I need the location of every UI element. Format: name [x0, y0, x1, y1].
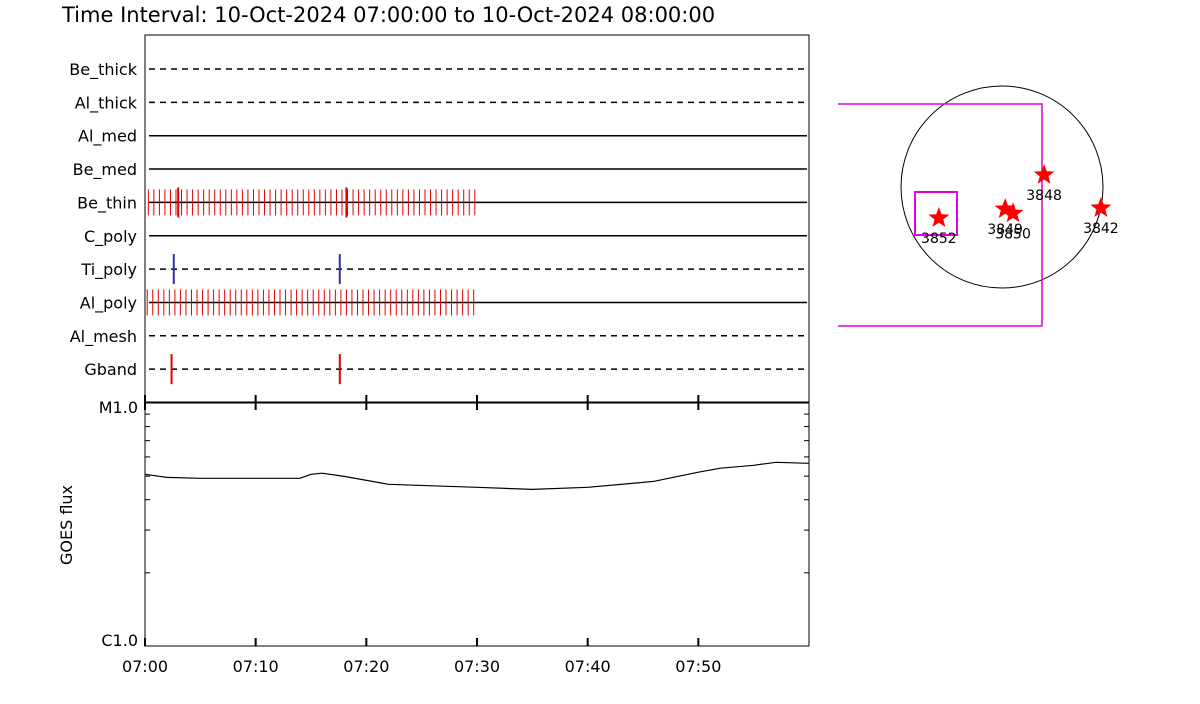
- x-tick-label: 07:20: [343, 657, 389, 676]
- region-label: 3850: [995, 226, 1031, 242]
- region-label: 3842: [1083, 221, 1119, 237]
- filter-label: Gband: [84, 360, 137, 379]
- filter-label: Be_thin: [77, 193, 137, 213]
- y-tick-label: C1.0: [101, 631, 138, 650]
- title: Time Interval: 10-Oct-2024 07:00:00 to 1…: [61, 3, 715, 27]
- y-tick-label: M1.0: [99, 398, 138, 417]
- active-region: [994, 198, 1016, 218]
- active-region: [928, 207, 950, 227]
- active-region: [1033, 163, 1055, 184]
- x-tick-label: 07:00: [122, 657, 168, 676]
- filter-label: Al_poly: [80, 293, 137, 313]
- x-tick-label: 07:30: [454, 657, 500, 676]
- x-tick-label: 07:10: [233, 657, 279, 676]
- filter-label: Be_thick: [69, 60, 137, 80]
- filter-label: Al_thick: [75, 93, 138, 113]
- region-label: 3852: [921, 231, 957, 247]
- x-tick-label: 07:50: [675, 657, 721, 676]
- region-label: 3849: [987, 222, 1023, 238]
- timeline-frame: [144, 34, 810, 403]
- filter-label: Al_med: [78, 127, 137, 147]
- filter-label: Be_med: [73, 160, 137, 180]
- y-axis-label: GOES flux: [57, 485, 76, 565]
- filter-label: C_poly: [84, 227, 137, 247]
- fov-box: [914, 191, 958, 236]
- region-label: 3848: [1026, 188, 1062, 204]
- fov-frame: [838, 103, 1043, 327]
- goes-frame: [144, 402, 810, 647]
- active-region: [1002, 202, 1024, 223]
- filter-label: Al_mesh: [70, 327, 137, 347]
- solar-disk: [900, 85, 1104, 289]
- goes-curve: [144, 461, 810, 491]
- x-tick-label: 07:40: [565, 657, 611, 676]
- filter-label: Ti_poly: [80, 260, 137, 280]
- active-region: [1090, 197, 1112, 217]
